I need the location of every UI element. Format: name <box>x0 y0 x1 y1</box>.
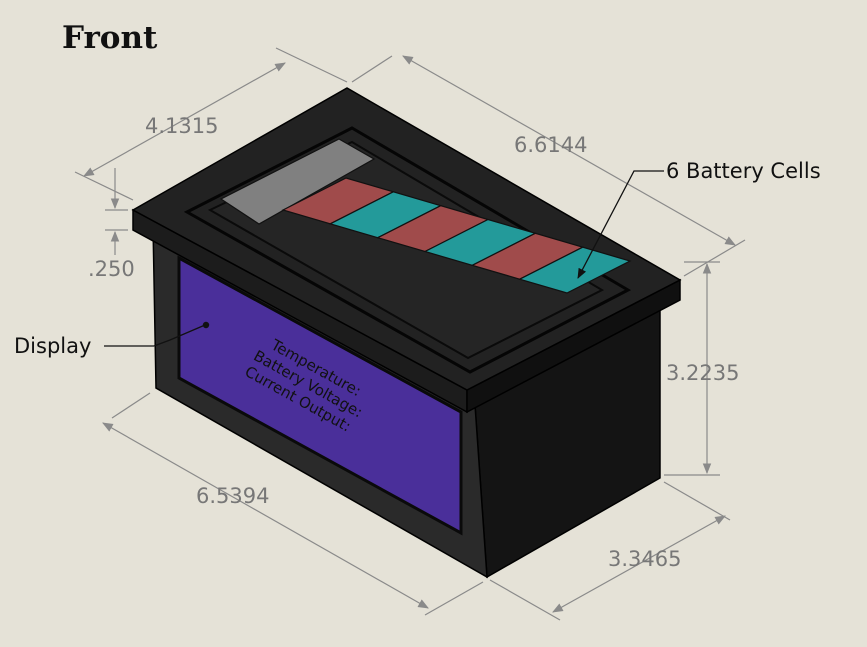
callout-battery-cells: 6 Battery Cells <box>666 159 821 183</box>
dim-line-base-width <box>102 422 429 609</box>
indicator-window <box>219 138 376 225</box>
view-title: Front <box>62 20 158 56</box>
dim-height: 3.2235 <box>666 361 739 385</box>
leader-display <box>153 324 206 347</box>
dim-line-top-width <box>402 55 736 246</box>
lid-recess-frame <box>183 126 632 374</box>
dim-base-width: 6.5394 <box>196 484 269 508</box>
leader-battery-cells <box>577 170 664 279</box>
dim-base-depth: 3.3465 <box>608 547 681 571</box>
dim-top-depth: 4.1315 <box>145 114 218 138</box>
dim-top-width: 6.6144 <box>514 133 587 157</box>
dim-line-base-depth <box>552 515 726 613</box>
battery-cell-6 <box>518 246 632 294</box>
callout-display: Display <box>14 334 91 358</box>
dim-line-top-depth <box>83 62 286 177</box>
dim-lid-thickness: .250 <box>88 257 135 281</box>
leader-display-dot <box>202 321 210 329</box>
